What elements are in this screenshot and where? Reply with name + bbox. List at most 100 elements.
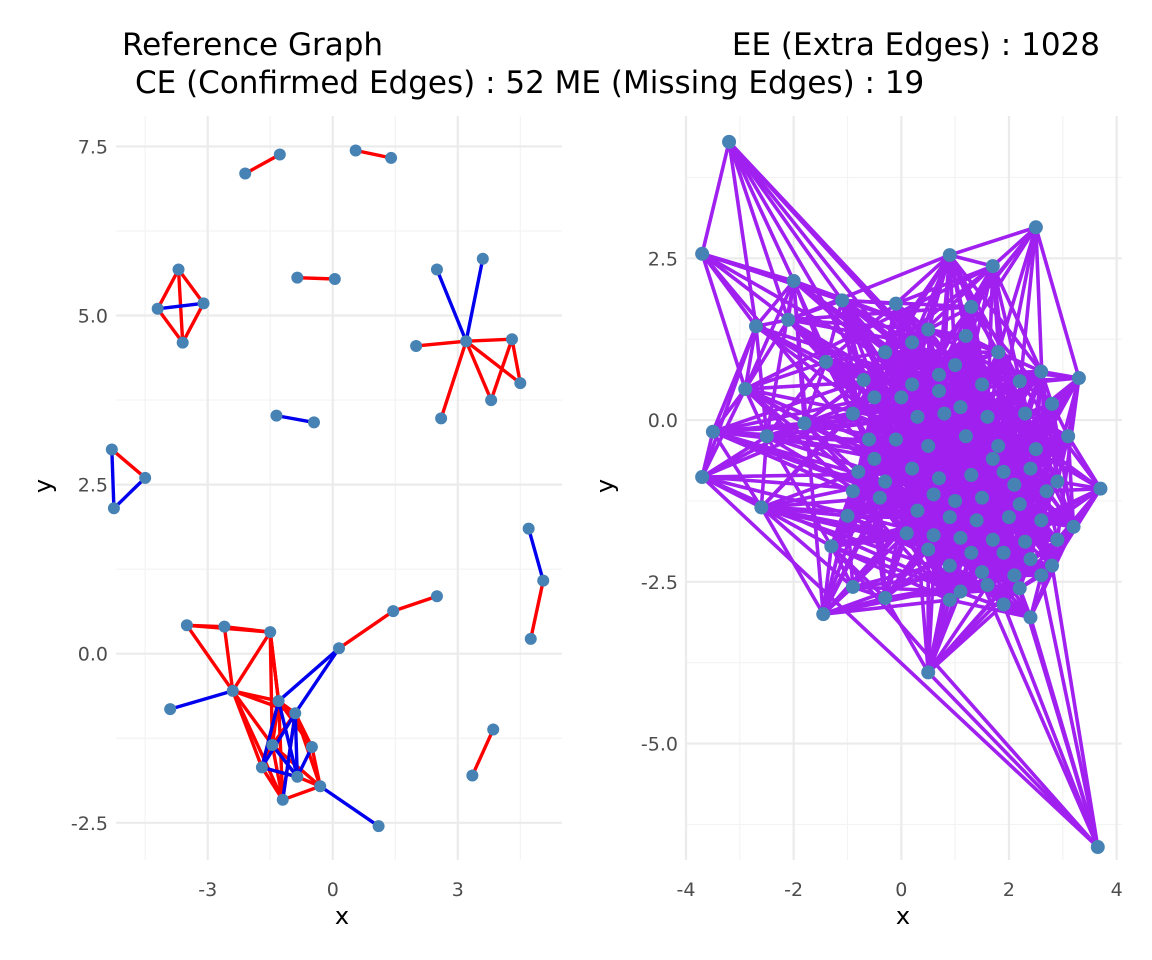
graph-node <box>1028 220 1043 235</box>
extra-edge <box>727 140 914 345</box>
graph-node <box>964 468 979 483</box>
extra-edge <box>759 505 834 549</box>
extra-edge <box>1039 573 1100 849</box>
graph-node <box>1034 513 1049 528</box>
graph-node <box>980 409 995 424</box>
extra-edge <box>910 466 957 503</box>
graph-node <box>975 377 990 392</box>
graph-node <box>291 770 304 783</box>
graph-node <box>975 490 990 505</box>
left-y-tick-label: 7.5 <box>78 136 108 158</box>
graph-node <box>1023 461 1038 476</box>
extra-edge <box>894 301 941 393</box>
graph-node <box>485 394 498 407</box>
extra-edge <box>727 140 758 329</box>
graph-node <box>985 451 1000 466</box>
extra-edge <box>883 596 931 675</box>
right-y-tick-label: 2.5 <box>648 248 678 270</box>
extra-edge <box>1039 369 1060 484</box>
graph-node <box>291 271 304 284</box>
extra-edge <box>700 475 1100 849</box>
confirmed-edge <box>295 275 337 281</box>
extra-edge <box>851 585 963 594</box>
graph-node <box>239 167 252 180</box>
graph-node <box>466 769 479 782</box>
graph-node <box>862 432 877 447</box>
graph-node <box>786 273 801 288</box>
graph-node <box>781 312 796 327</box>
graph-node <box>845 579 860 594</box>
graph-node <box>314 780 327 793</box>
graph-node <box>991 438 1006 453</box>
confirmed-edge <box>489 337 514 402</box>
graph-node <box>816 607 831 622</box>
graph-node <box>1012 497 1027 512</box>
graph-node <box>1050 532 1065 547</box>
right-x-tick-label: 0 <box>895 879 907 901</box>
title-line2: CE (Confirmed Edges) : 52 ME (Missing Ed… <box>135 65 924 101</box>
extra-edge <box>759 505 855 589</box>
graph-node <box>289 707 302 720</box>
graph-node <box>910 409 925 424</box>
extra-edge <box>861 378 914 387</box>
right-y-axis-label: y <box>591 479 619 493</box>
graph-node <box>1034 364 1049 379</box>
graph-node <box>430 590 443 603</box>
extra-edge <box>910 466 936 538</box>
extra-edge <box>883 350 941 377</box>
graph-node <box>487 723 500 736</box>
confirmed-edge <box>110 447 147 480</box>
graph-node <box>270 409 283 422</box>
confirmed-edge <box>464 337 514 343</box>
missing-edge <box>276 646 341 703</box>
extra-edge <box>926 583 990 675</box>
graph-node <box>105 443 118 456</box>
left-x-tick-labels: -3 0 3 <box>198 879 464 901</box>
graph-node <box>878 590 893 605</box>
extra-edge <box>926 670 1100 849</box>
confirmed-edge <box>231 689 285 802</box>
missing-edge <box>281 711 297 802</box>
confirmed-edge <box>231 630 272 693</box>
missing-edge <box>110 447 116 510</box>
confirmed-edge <box>185 623 235 693</box>
confirmed-edge <box>391 594 439 613</box>
graph-node <box>840 508 855 523</box>
graph-node <box>305 741 318 754</box>
graph-node <box>921 665 936 680</box>
left-x-tick-label: 0 <box>327 879 339 901</box>
graph-node <box>1018 406 1033 421</box>
left-edges <box>110 148 545 828</box>
graph-node <box>176 336 189 349</box>
extra-edge <box>947 253 957 367</box>
graph-node <box>172 263 185 276</box>
graph-node <box>1028 442 1043 457</box>
graph-node <box>937 406 952 421</box>
extra-edge <box>786 317 914 345</box>
graph-node <box>942 558 957 573</box>
confirmed-edge <box>464 339 493 402</box>
graph-node <box>754 500 769 515</box>
graph-node <box>505 333 518 346</box>
graph-node <box>980 578 995 593</box>
graph-node <box>931 471 946 486</box>
extra-edge <box>947 253 1044 374</box>
extra-edge <box>904 531 1006 555</box>
graph-node <box>975 565 990 580</box>
graph-node <box>921 322 936 337</box>
graph-node <box>1007 568 1022 583</box>
graph-node <box>218 620 231 633</box>
graph-node <box>435 412 448 425</box>
extra-edge <box>947 225 1038 257</box>
graph-node <box>1023 552 1038 567</box>
graph-node <box>926 528 941 543</box>
graph-node <box>921 438 936 453</box>
extra-edge <box>872 395 1000 448</box>
confirmed-edge <box>353 148 393 160</box>
confirmed-edge <box>180 301 206 345</box>
graph-node <box>1090 840 1105 855</box>
extra-edge <box>931 466 1033 497</box>
graph-node <box>867 451 882 466</box>
title-line1-left: Reference Graph <box>122 27 383 63</box>
